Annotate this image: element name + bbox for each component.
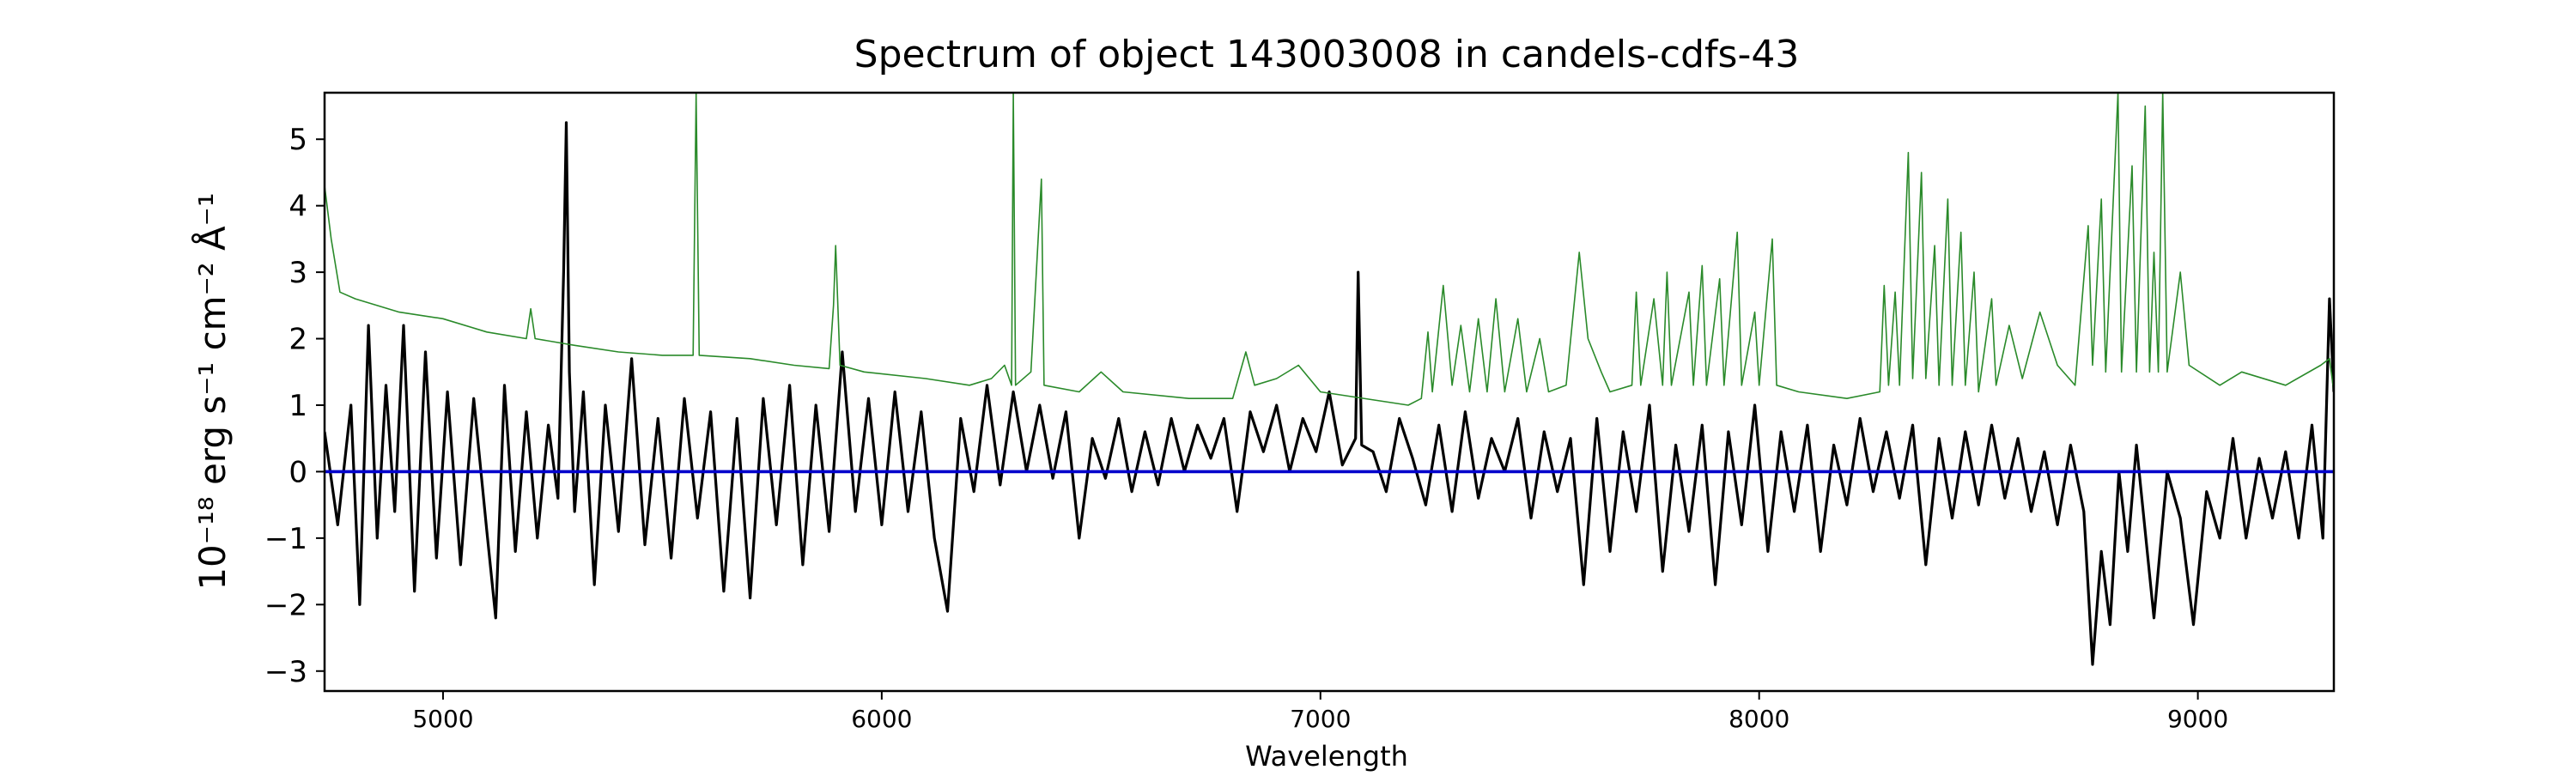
x-tick-label: 8000 xyxy=(1728,705,1789,733)
x-tick-label: 7000 xyxy=(1290,705,1351,733)
series-line-1 xyxy=(325,93,2334,406)
y-tick-label: −3 xyxy=(264,655,307,689)
x-tick-label: 5000 xyxy=(412,705,473,733)
y-tick-label: −1 xyxy=(264,522,307,556)
y-tick-label: 0 xyxy=(289,455,307,489)
y-axis-label: 10⁻¹⁸ erg s⁻¹ cm⁻² Å⁻¹ xyxy=(191,192,234,590)
x-tick-label: 9000 xyxy=(2167,705,2228,733)
y-tick-label: 3 xyxy=(289,256,307,290)
plot-frame xyxy=(323,91,2336,693)
y-tick-label: −2 xyxy=(264,588,307,622)
y-axis: −3 −2 −1 0 1 2 3 4 5 xyxy=(264,123,325,689)
series-line-0 xyxy=(325,121,2334,666)
y-tick-label: 1 xyxy=(289,389,307,423)
x-tick-label: 6000 xyxy=(851,705,912,733)
chart-title: Spectrum of object 143003008 in candels-… xyxy=(854,33,1800,76)
y-tick-label: 2 xyxy=(289,323,307,357)
series-layer xyxy=(325,93,2334,666)
x-axis-label: Wavelength xyxy=(1245,740,1408,773)
y-tick-label: 4 xyxy=(289,190,307,224)
x-axis: 5000 6000 7000 8000 9000 xyxy=(412,691,2228,733)
y-tick-label: 5 xyxy=(289,123,307,157)
